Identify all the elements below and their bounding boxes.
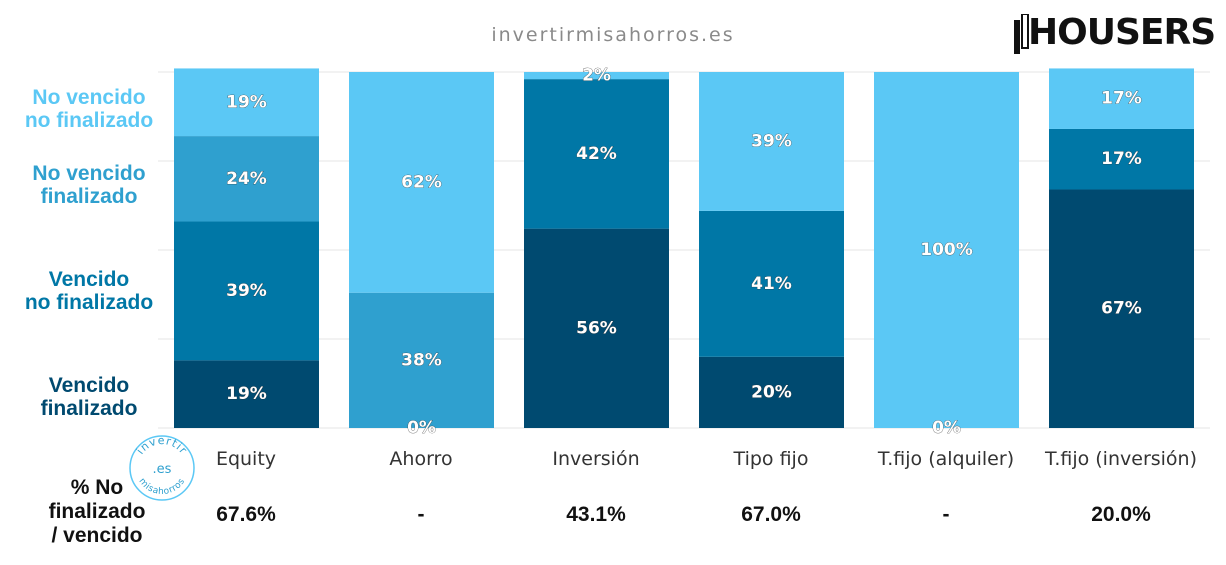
data-label: 39% — [226, 281, 267, 301]
category-label-tfijo-alquiler: T.fijo (alquiler) — [877, 448, 1015, 470]
summary-value-inversion: 43.1% — [566, 503, 626, 526]
data-label: 17% — [1101, 89, 1142, 109]
bar-segment — [1049, 128, 1194, 190]
legend-line: no finalizado — [24, 109, 154, 132]
data-label: 19% — [226, 384, 267, 404]
summary-value-tipo-fijo: 67.0% — [741, 503, 801, 526]
summary-value-ahorro: - — [417, 503, 425, 526]
data-label: 2% — [582, 66, 611, 86]
data-label: 67% — [1101, 299, 1142, 319]
summary-value-tfijo-inversion: 20.0% — [1091, 503, 1151, 526]
data-label: 20% — [751, 382, 792, 402]
data-label: 38% — [401, 350, 442, 370]
bar-segment — [1049, 189, 1194, 428]
bars — [174, 68, 1194, 428]
bar-segment — [874, 72, 1019, 428]
data-label: 19% — [226, 92, 267, 112]
brand-name: HOUSERS — [1028, 12, 1216, 53]
bar-segment — [524, 228, 669, 428]
data-label: 41% — [751, 274, 792, 294]
data-label: 0% — [932, 418, 961, 438]
row-title-line: finalizado — [48, 500, 146, 523]
bar-segment — [524, 72, 669, 80]
category-label-tfijo-inversion: T.fijo (inversión) — [1044, 448, 1198, 470]
data-label: 0% — [407, 418, 436, 438]
category-label-ahorro: Ahorro — [389, 448, 453, 470]
legend-line: finalizado — [40, 397, 138, 420]
data-label: 39% — [751, 131, 792, 151]
legend-vencido-finalizado: Vencido finalizado — [0, 374, 178, 420]
watermark-text: invertirmisahorros.es — [491, 24, 735, 46]
bar-segment — [699, 356, 844, 428]
data-label: 24% — [226, 169, 267, 189]
data-label: 17% — [1101, 149, 1142, 169]
legend-line: No vencido — [32, 162, 146, 185]
legend-line: No vencido — [32, 86, 146, 109]
logo-middle-text: .es — [153, 462, 172, 477]
legend-line: Vencido — [48, 268, 130, 291]
row-title-line: % No — [70, 476, 124, 499]
bar-segment — [699, 72, 844, 211]
bar-segment — [174, 68, 319, 137]
summary-value-tfijo-alquiler: - — [942, 503, 950, 526]
data-label: 100% — [920, 240, 973, 260]
legend-line: Vencido — [48, 374, 130, 397]
grid-lines — [158, 71, 1210, 429]
bar-labels: 19% 39% 24% 19% 0% 38% 62% 56% 42% 2% 20% 41% 39% 0% 1… — [226, 65, 1142, 438]
bar-segment — [1049, 68, 1194, 129]
bar-segment — [349, 292, 494, 428]
category-label-tipo-fijo: Tipo fijo — [733, 448, 809, 470]
bar-segment — [174, 136, 319, 222]
bar-segment — [174, 221, 319, 361]
category-label-equity: Equity — [215, 448, 277, 470]
legend-vencido-no-finalizado: Vencido no finalizado — [0, 268, 178, 314]
bar-segment — [524, 79, 669, 229]
summary-row-title: % No finalizado / vencido — [22, 476, 172, 548]
bar-segment — [349, 72, 494, 293]
invertirmisahorros-logo: invertir .es misahorros — [129, 434, 195, 501]
data-label: 56% — [576, 318, 617, 338]
legend-line: finalizado — [40, 185, 138, 208]
bar-segment — [174, 360, 319, 428]
bar-segment — [699, 210, 844, 357]
summary-value-equity: 67.6% — [216, 503, 276, 526]
data-label: 42% — [576, 144, 617, 164]
legend-line: no finalizado — [24, 291, 154, 314]
row-title-line: / vencido — [51, 524, 143, 547]
legend-no-vencido-finalizado: No vencido finalizado — [0, 162, 178, 208]
category-label-inversion: Inversión — [552, 448, 640, 470]
data-label: 62% — [401, 172, 442, 192]
housers-logo: HOUSERS — [1012, 8, 1216, 58]
house-icon — [1014, 14, 1029, 54]
legend-no-vencido-no-finalizado: No vencido no finalizado — [0, 86, 178, 132]
